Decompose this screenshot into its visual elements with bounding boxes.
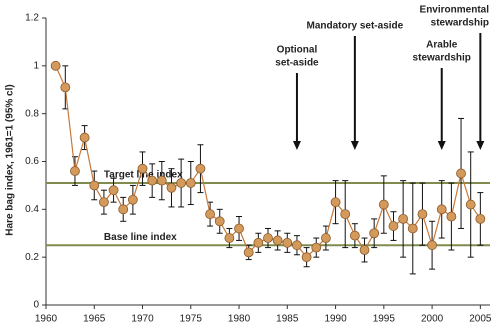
data-point xyxy=(311,242,322,253)
annotation-arrowhead xyxy=(292,141,301,150)
data-point xyxy=(436,204,447,215)
data-point xyxy=(185,178,196,188)
annotation-text: Mandatory set-aside xyxy=(307,21,404,32)
data-point xyxy=(427,240,437,251)
data-point xyxy=(70,166,80,176)
data-point xyxy=(340,209,351,220)
x-tick-label: 1995 xyxy=(373,314,396,325)
annotation-text: Optional xyxy=(277,45,318,56)
data-point xyxy=(282,237,293,248)
data-point xyxy=(378,199,389,210)
data-point xyxy=(417,209,428,220)
x-tick-label: 1970 xyxy=(131,314,154,325)
data-point xyxy=(147,175,158,186)
data-point xyxy=(127,194,138,205)
data-point xyxy=(263,233,273,243)
data-point xyxy=(301,252,312,263)
data-point xyxy=(234,223,244,234)
reference-label: Target line index xyxy=(104,170,183,181)
data-point xyxy=(349,230,360,241)
data-point xyxy=(456,168,466,179)
x-tick-label: 1960 xyxy=(35,314,58,325)
x-tick-label: 1965 xyxy=(83,314,106,325)
data-point xyxy=(292,240,302,251)
data-point xyxy=(330,197,341,208)
data-point xyxy=(388,221,399,231)
data-point xyxy=(398,213,409,224)
data-point xyxy=(118,204,129,215)
x-tick-label: 1975 xyxy=(180,314,203,325)
annotation-text: stewardship xyxy=(413,53,471,64)
annotation-arrowhead xyxy=(350,141,359,150)
x-tick-label: 2000 xyxy=(421,314,444,325)
data-point xyxy=(475,213,486,224)
data-point xyxy=(156,175,167,186)
x-tick-label: 1985 xyxy=(276,314,299,325)
data-point xyxy=(243,247,254,258)
y-axis-label: Hare bag index, 1961=1 (95% cl) xyxy=(5,84,16,235)
data-point xyxy=(272,235,283,246)
y-tick-label: 1 xyxy=(33,60,39,71)
data-point xyxy=(205,209,215,220)
data-point xyxy=(253,237,264,248)
data-point xyxy=(166,182,177,193)
y-tick-label: 0.4 xyxy=(25,204,39,215)
data-point xyxy=(60,82,71,93)
data-point xyxy=(50,60,61,71)
y-tick-label: 0.6 xyxy=(25,156,39,167)
x-tick-label: 2005 xyxy=(469,314,492,325)
data-point xyxy=(224,233,235,243)
annotation-text: set-aside xyxy=(275,58,319,69)
data-point xyxy=(195,163,206,174)
annotation-arrowhead xyxy=(437,141,446,150)
data-point xyxy=(99,197,109,208)
data-point xyxy=(321,233,331,243)
x-tick-label: 1980 xyxy=(228,314,251,325)
data-point xyxy=(108,185,119,196)
y-tick-label: 0.2 xyxy=(25,252,39,263)
data-point xyxy=(79,132,90,143)
data-point xyxy=(359,245,370,255)
data-point xyxy=(407,223,418,234)
data-point xyxy=(137,163,148,174)
data-point xyxy=(89,180,100,191)
y-tick-label: 0 xyxy=(33,300,39,311)
data-point xyxy=(176,178,187,188)
data-point xyxy=(369,228,380,239)
data-point xyxy=(446,211,457,222)
annotation-arrowhead xyxy=(476,141,485,150)
data-point xyxy=(214,216,225,227)
annotation-text: Arable xyxy=(426,40,458,51)
reference-label: Base line index xyxy=(104,232,177,243)
x-tick-label: 1990 xyxy=(324,314,347,325)
y-tick-label: 0.8 xyxy=(25,108,39,119)
annotation-text: Environmental xyxy=(420,5,490,16)
y-tick-label: 1.2 xyxy=(25,13,39,24)
annotation-text: stewardship xyxy=(431,18,489,29)
data-point xyxy=(465,199,476,210)
